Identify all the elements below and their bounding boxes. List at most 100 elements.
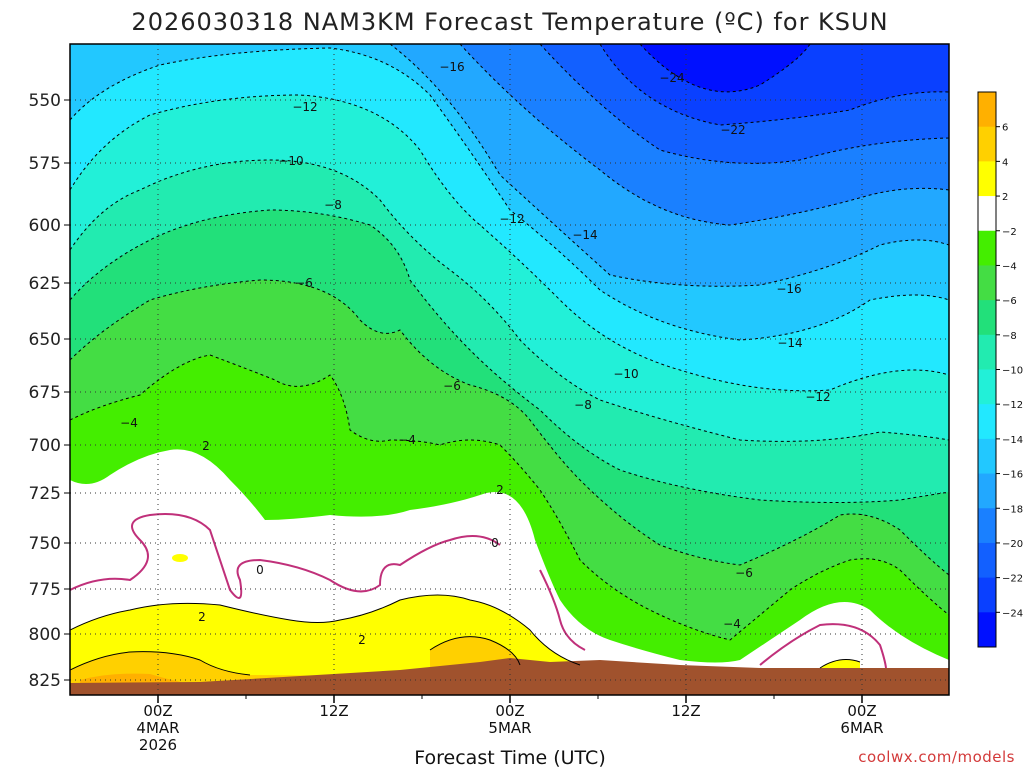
colorbar-label: −10	[1002, 366, 1023, 377]
contour-line	[70, 651, 251, 676]
contour-label: −12	[499, 212, 524, 226]
x-tick-label: 2026	[139, 736, 177, 754]
contour-labels: −16 −24 −12 −22 −10 −8 −12 −14 −6 −16 −14 −10 −12 −6 −…	[120, 60, 831, 647]
contour-line	[599, 44, 949, 126]
contour-line	[639, 44, 811, 93]
y-tick-label: 600	[29, 216, 61, 236]
colorbar-swatch	[978, 577, 996, 613]
contour-label: −16	[439, 60, 464, 74]
y-tick-label: 700	[29, 436, 61, 456]
contour-label: −22	[720, 123, 745, 137]
y-tick-label: 650	[29, 330, 61, 350]
colorbar-label: −22	[1002, 574, 1023, 585]
freezing-contour-left	[70, 513, 501, 599]
colorbar-label: 6	[1002, 123, 1008, 134]
colorbar-swatch	[978, 196, 996, 232]
y-axis: 550 575 600 625 650 675 700 725 750 775 800 825	[29, 91, 70, 691]
y-tick-label: 775	[29, 580, 61, 600]
contour-line	[819, 659, 861, 669]
contour-line	[70, 594, 581, 666]
colorbar-swatch	[978, 92, 996, 128]
contour-label: −10	[613, 367, 638, 381]
contour-label: −16	[776, 282, 801, 296]
band-plus2-blob	[172, 554, 188, 562]
colorbar-swatch	[978, 438, 996, 475]
contour-label: 0	[256, 563, 264, 577]
colorbar-label: −8	[1002, 331, 1017, 342]
contour-label: −6	[443, 379, 461, 393]
colorbar-swatch	[978, 612, 996, 648]
contour-line	[70, 94, 949, 392]
colorbar: 6 4 2 −2 −4 −6 −8 −10 −12 −14 −16 −18 −20 −22 −24	[977, 91, 1023, 648]
terrain	[70, 658, 949, 695]
contour-label: 2	[198, 610, 206, 624]
colorbar-swatch	[978, 161, 996, 197]
colorbar-label: −4	[1002, 261, 1017, 272]
colorbar-swatch	[978, 126, 996, 162]
gridlines	[70, 44, 949, 695]
x-tick-label: 4MAR	[136, 719, 179, 737]
colorbar-label: 4	[1002, 157, 1008, 168]
contour-label: −14	[572, 228, 597, 242]
colorbar-label: −12	[1002, 400, 1023, 411]
contour-label: −24	[659, 71, 684, 85]
colorbar-swatch	[978, 230, 996, 266]
contour-line	[389, 44, 949, 287]
contour-line	[459, 44, 949, 226]
contour-label: 2	[358, 633, 366, 647]
y-tick-label: 725	[29, 484, 61, 504]
colorbar-label: −20	[1002, 539, 1023, 550]
colorbar-label: 2	[1002, 192, 1008, 203]
y-tick-label: 825	[29, 671, 61, 691]
x-tick-label: 00Z	[143, 702, 172, 720]
colorbar-swatch	[978, 334, 996, 370]
contour-line	[70, 47, 949, 341]
y-tick-label: 550	[29, 91, 61, 111]
contour-label: −4	[398, 433, 416, 447]
contour-label: 2	[202, 439, 210, 453]
contour-label: −14	[777, 336, 802, 350]
chart-title: 2026030318 NAM3KM Forecast Temperature (…	[131, 8, 888, 36]
contour-label: −12	[805, 390, 830, 404]
contour-label: −4	[120, 416, 138, 430]
contour-label: 2	[496, 483, 504, 497]
y-tick-label: 575	[29, 154, 61, 174]
colorbar-swatch	[978, 265, 996, 301]
x-axis-label: Forecast Time (UTC)	[414, 747, 605, 768]
contour-line	[70, 209, 949, 503]
colorbar-label: −6	[1002, 296, 1017, 307]
y-tick-label: 675	[29, 383, 61, 403]
x-tick-label: 6MAR	[840, 719, 883, 737]
colorbar-swatch	[978, 404, 996, 440]
colorbar-label: −14	[1002, 435, 1023, 446]
contour-label: −8	[574, 398, 592, 412]
contour-label: −10	[278, 154, 303, 168]
colorbar-swatch	[978, 369, 996, 405]
contour-label: −8	[324, 198, 342, 212]
contour-line	[429, 636, 521, 666]
colorbar-swatch	[978, 508, 996, 544]
y-tick-label: 750	[29, 534, 61, 554]
colorbar-label: −16	[1002, 470, 1023, 481]
contour-label: −6	[735, 566, 753, 580]
contour-line	[70, 354, 949, 641]
contour-label: −6	[295, 276, 313, 290]
source-credit: coolwx.com/models	[858, 748, 1015, 766]
freezing-contour-right	[759, 623, 887, 669]
y-tick-label: 625	[29, 274, 61, 294]
colorbar-swatch	[978, 473, 996, 509]
x-tick-label: 00Z	[847, 702, 876, 720]
x-tick-label: 5MAR	[488, 719, 531, 737]
colorbar-swatch	[978, 542, 996, 579]
freezing-contour-center	[539, 569, 586, 651]
colorbar-label: −2	[1002, 227, 1017, 238]
contour-label: −4	[723, 617, 741, 631]
contour-label: −12	[292, 100, 317, 114]
colorbar-label: −18	[1002, 504, 1023, 515]
x-tick-label: 12Z	[671, 702, 700, 720]
colorbar-swatch	[978, 300, 996, 336]
x-tick-label: 12Z	[319, 702, 348, 720]
x-tick-label: 00Z	[495, 702, 524, 720]
